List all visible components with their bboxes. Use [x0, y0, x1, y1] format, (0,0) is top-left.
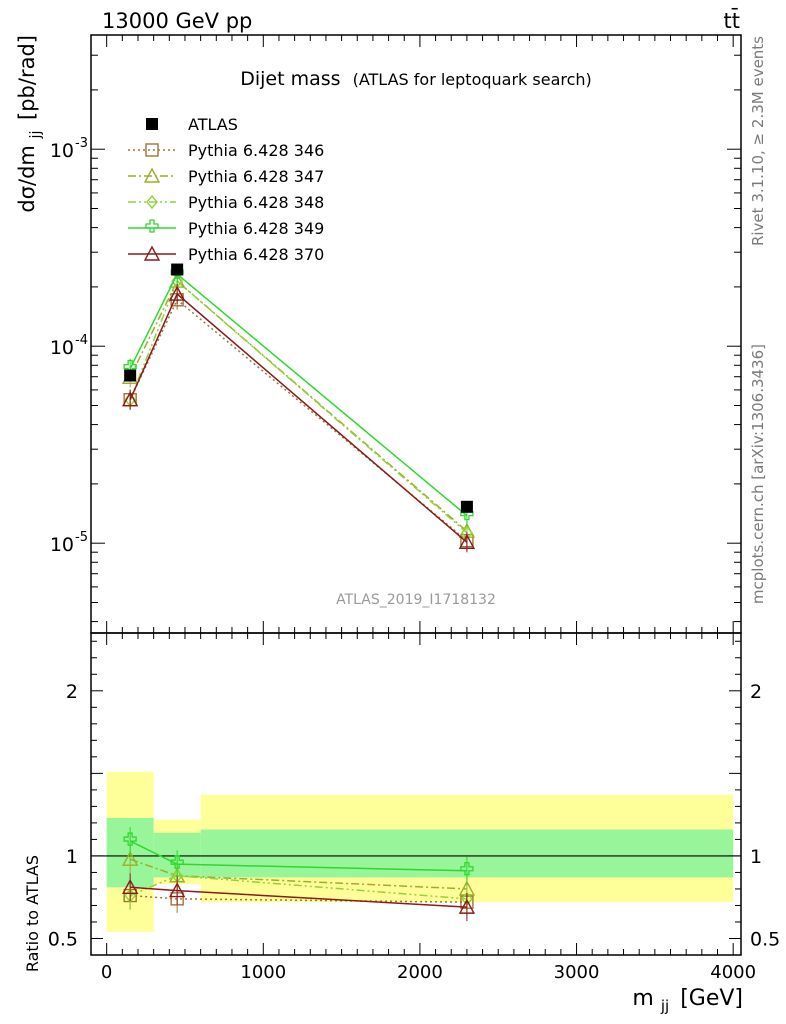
ratio-tick-label: 0.5: [48, 928, 78, 950]
legend-data-label: ATLAS: [188, 115, 238, 134]
legend-data-marker: [146, 118, 158, 130]
rivet-label: Rivet 3.1.10, ≥ 2.3M events: [749, 36, 767, 246]
y-axis-label-sub: jj: [28, 131, 44, 140]
x-axis-label-sub: jj: [660, 997, 669, 1015]
x-tick-label: 3000: [554, 962, 600, 983]
series-line-4: [129, 292, 468, 543]
y-axis-label-main: dσ/dm: [15, 145, 39, 213]
legend: ATLAS Pythia 6.428 346 Pythia 6.428 347 Pyt…: [128, 115, 324, 264]
x-tick-label: 2000: [397, 962, 443, 983]
ratio-tick-label: 2: [66, 681, 78, 703]
ratio-y-axis-label: Ratio to ATLAS: [23, 855, 42, 972]
x-tick-label: 0: [101, 962, 112, 983]
legend-marker-0: [145, 143, 159, 157]
legend-marker-3: [145, 219, 159, 233]
ratio-point-3: [170, 855, 184, 869]
y-tick-label: 10: [50, 140, 74, 162]
ratio-series-layer: [121, 827, 476, 922]
process-label: tt̄: [724, 8, 740, 33]
ratio-point-3: [460, 862, 474, 876]
x-axis-label-unit: [GeV]: [680, 986, 743, 1011]
ratio-point-4: [121, 878, 139, 894]
analysis-watermark: ATLAS_2019_I1718132: [336, 592, 496, 608]
series-line-1: [129, 279, 468, 532]
data-point: [124, 369, 137, 382]
legend-label-1: Pythia 6.428 347: [188, 167, 324, 186]
series-point-4: [121, 391, 139, 407]
source-label: mcplots.cern.ch [arXiv:1306.3436]: [749, 344, 767, 604]
ratio-point-4: [458, 898, 476, 914]
legend-label-4: Pythia 6.428 370: [188, 245, 324, 264]
series-line-0: [129, 298, 468, 542]
data-point: [460, 500, 473, 513]
ratio-uncertainty-bands: [91, 771, 741, 932]
main-series-layer: [121, 263, 476, 553]
y-axis-label: dσ/dm jj [pb/rad]: [15, 35, 45, 213]
data-point: [171, 263, 184, 276]
chart-title-main: Dijet mass: [240, 68, 340, 90]
ratio-point-1: [121, 850, 139, 866]
legend-label-0: Pythia 6.428 346: [188, 141, 324, 160]
y-axis-label-unit: [pb/rad]: [15, 35, 39, 120]
ratio-point-4: [168, 882, 186, 898]
x-axis-label: m jj [GeV]: [632, 986, 743, 1017]
legend-label-2: Pythia 6.428 348: [188, 193, 324, 212]
x-tick-label: 4000: [710, 962, 756, 983]
series-point-4: [458, 533, 476, 550]
ratio-tick-label-right: 1: [750, 846, 762, 868]
x-axis-label-main: m: [632, 986, 653, 1011]
chart-title: Dijet mass (ATLAS for leptoquark search): [240, 68, 592, 90]
series-line-3: [129, 273, 468, 517]
x-tick-label: 1000: [240, 962, 286, 983]
series-line-2: [129, 279, 468, 534]
chart-subtitle: (ATLAS for leptoquark search): [353, 70, 592, 89]
ratio-tick-label-right: 0.5: [750, 928, 780, 950]
legend-label-3: Pythia 6.428 349: [188, 219, 324, 238]
ratio-tick-label: 1: [66, 846, 78, 868]
y-tick-exponent: -5: [75, 530, 88, 545]
ratio-panel-frame: [90, 632, 742, 956]
legend-marker-1: [143, 167, 161, 183]
y-tick-exponent: -4: [75, 333, 88, 348]
y-tick-label: 10: [50, 337, 74, 359]
ratio-tick-label-right: 2: [750, 681, 762, 703]
series-point-4: [168, 285, 186, 301]
legend-marker-2: [146, 194, 158, 210]
legend-marker-4: [143, 245, 161, 261]
y-tick-exponent: -3: [75, 136, 88, 151]
y-tick-label: 10: [50, 534, 74, 556]
energy-label: 13000 GeV pp: [102, 9, 252, 33]
ratio-point-3: [123, 832, 137, 846]
